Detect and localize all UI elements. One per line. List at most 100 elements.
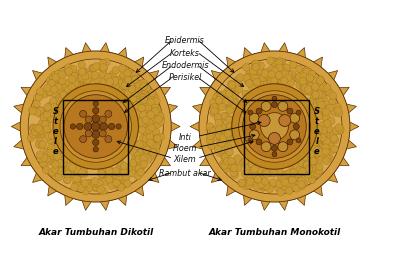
Circle shape bbox=[252, 176, 260, 183]
Circle shape bbox=[244, 74, 252, 81]
Circle shape bbox=[272, 102, 278, 108]
Circle shape bbox=[275, 60, 283, 68]
Circle shape bbox=[148, 150, 155, 157]
Circle shape bbox=[230, 165, 237, 173]
Circle shape bbox=[64, 170, 72, 178]
Circle shape bbox=[127, 81, 134, 88]
Circle shape bbox=[148, 90, 156, 98]
Circle shape bbox=[276, 58, 283, 66]
Circle shape bbox=[55, 147, 62, 155]
Circle shape bbox=[324, 120, 331, 128]
Circle shape bbox=[288, 183, 296, 190]
Circle shape bbox=[129, 79, 137, 87]
Circle shape bbox=[307, 83, 314, 90]
Circle shape bbox=[119, 74, 126, 82]
Circle shape bbox=[140, 83, 148, 91]
Circle shape bbox=[322, 157, 330, 165]
Circle shape bbox=[216, 99, 224, 106]
Circle shape bbox=[37, 155, 44, 163]
Circle shape bbox=[284, 179, 291, 186]
Circle shape bbox=[121, 82, 129, 90]
Circle shape bbox=[221, 139, 229, 147]
Circle shape bbox=[48, 86, 55, 93]
Circle shape bbox=[82, 77, 90, 85]
Circle shape bbox=[91, 122, 100, 132]
Text: Floem: Floem bbox=[173, 143, 197, 152]
Circle shape bbox=[152, 147, 160, 154]
Circle shape bbox=[270, 58, 277, 66]
Circle shape bbox=[281, 183, 288, 190]
Circle shape bbox=[150, 140, 157, 148]
Circle shape bbox=[146, 140, 153, 148]
Circle shape bbox=[224, 88, 232, 96]
Circle shape bbox=[272, 97, 277, 102]
Circle shape bbox=[278, 79, 286, 87]
Circle shape bbox=[296, 138, 301, 143]
Circle shape bbox=[112, 83, 120, 90]
Circle shape bbox=[81, 69, 89, 76]
Circle shape bbox=[139, 94, 147, 102]
Circle shape bbox=[73, 166, 81, 174]
Text: Inti: Inti bbox=[179, 132, 192, 141]
Circle shape bbox=[304, 77, 311, 84]
Circle shape bbox=[314, 135, 322, 142]
Circle shape bbox=[64, 158, 71, 166]
Circle shape bbox=[117, 184, 125, 192]
Circle shape bbox=[210, 107, 218, 115]
Circle shape bbox=[317, 76, 324, 84]
Circle shape bbox=[143, 85, 150, 92]
Circle shape bbox=[47, 116, 55, 123]
Circle shape bbox=[139, 89, 146, 96]
Circle shape bbox=[226, 117, 234, 124]
Circle shape bbox=[260, 75, 267, 82]
Circle shape bbox=[276, 180, 283, 188]
Circle shape bbox=[263, 79, 271, 87]
Circle shape bbox=[135, 158, 143, 165]
Circle shape bbox=[105, 136, 112, 143]
Circle shape bbox=[86, 180, 93, 187]
Circle shape bbox=[239, 91, 310, 163]
Circle shape bbox=[303, 88, 310, 96]
Circle shape bbox=[36, 151, 44, 159]
Circle shape bbox=[221, 137, 229, 145]
Circle shape bbox=[224, 150, 232, 157]
Circle shape bbox=[147, 109, 154, 116]
Circle shape bbox=[73, 162, 80, 170]
Circle shape bbox=[108, 82, 115, 90]
Circle shape bbox=[84, 77, 91, 84]
Circle shape bbox=[116, 124, 121, 130]
Circle shape bbox=[144, 99, 152, 106]
Circle shape bbox=[275, 80, 282, 88]
Circle shape bbox=[65, 86, 72, 94]
Circle shape bbox=[313, 150, 321, 157]
Circle shape bbox=[246, 70, 253, 77]
Circle shape bbox=[149, 149, 157, 156]
Circle shape bbox=[153, 98, 160, 105]
Circle shape bbox=[313, 135, 320, 142]
Circle shape bbox=[244, 175, 252, 183]
Circle shape bbox=[35, 141, 43, 149]
Polygon shape bbox=[190, 43, 359, 211]
Circle shape bbox=[249, 74, 256, 82]
Circle shape bbox=[316, 99, 324, 106]
Circle shape bbox=[207, 133, 214, 140]
Circle shape bbox=[227, 81, 235, 88]
Circle shape bbox=[98, 171, 106, 178]
Circle shape bbox=[225, 161, 233, 169]
Circle shape bbox=[294, 166, 301, 173]
Circle shape bbox=[99, 71, 107, 78]
Circle shape bbox=[135, 170, 142, 178]
Circle shape bbox=[35, 125, 42, 133]
Circle shape bbox=[92, 115, 100, 123]
Circle shape bbox=[58, 168, 65, 175]
Circle shape bbox=[116, 76, 124, 84]
Circle shape bbox=[54, 76, 62, 83]
Circle shape bbox=[301, 167, 309, 174]
Circle shape bbox=[33, 101, 40, 108]
Circle shape bbox=[267, 58, 274, 65]
Circle shape bbox=[156, 113, 164, 120]
Circle shape bbox=[60, 91, 132, 163]
Circle shape bbox=[135, 107, 142, 115]
Circle shape bbox=[241, 158, 249, 165]
Circle shape bbox=[323, 85, 331, 92]
